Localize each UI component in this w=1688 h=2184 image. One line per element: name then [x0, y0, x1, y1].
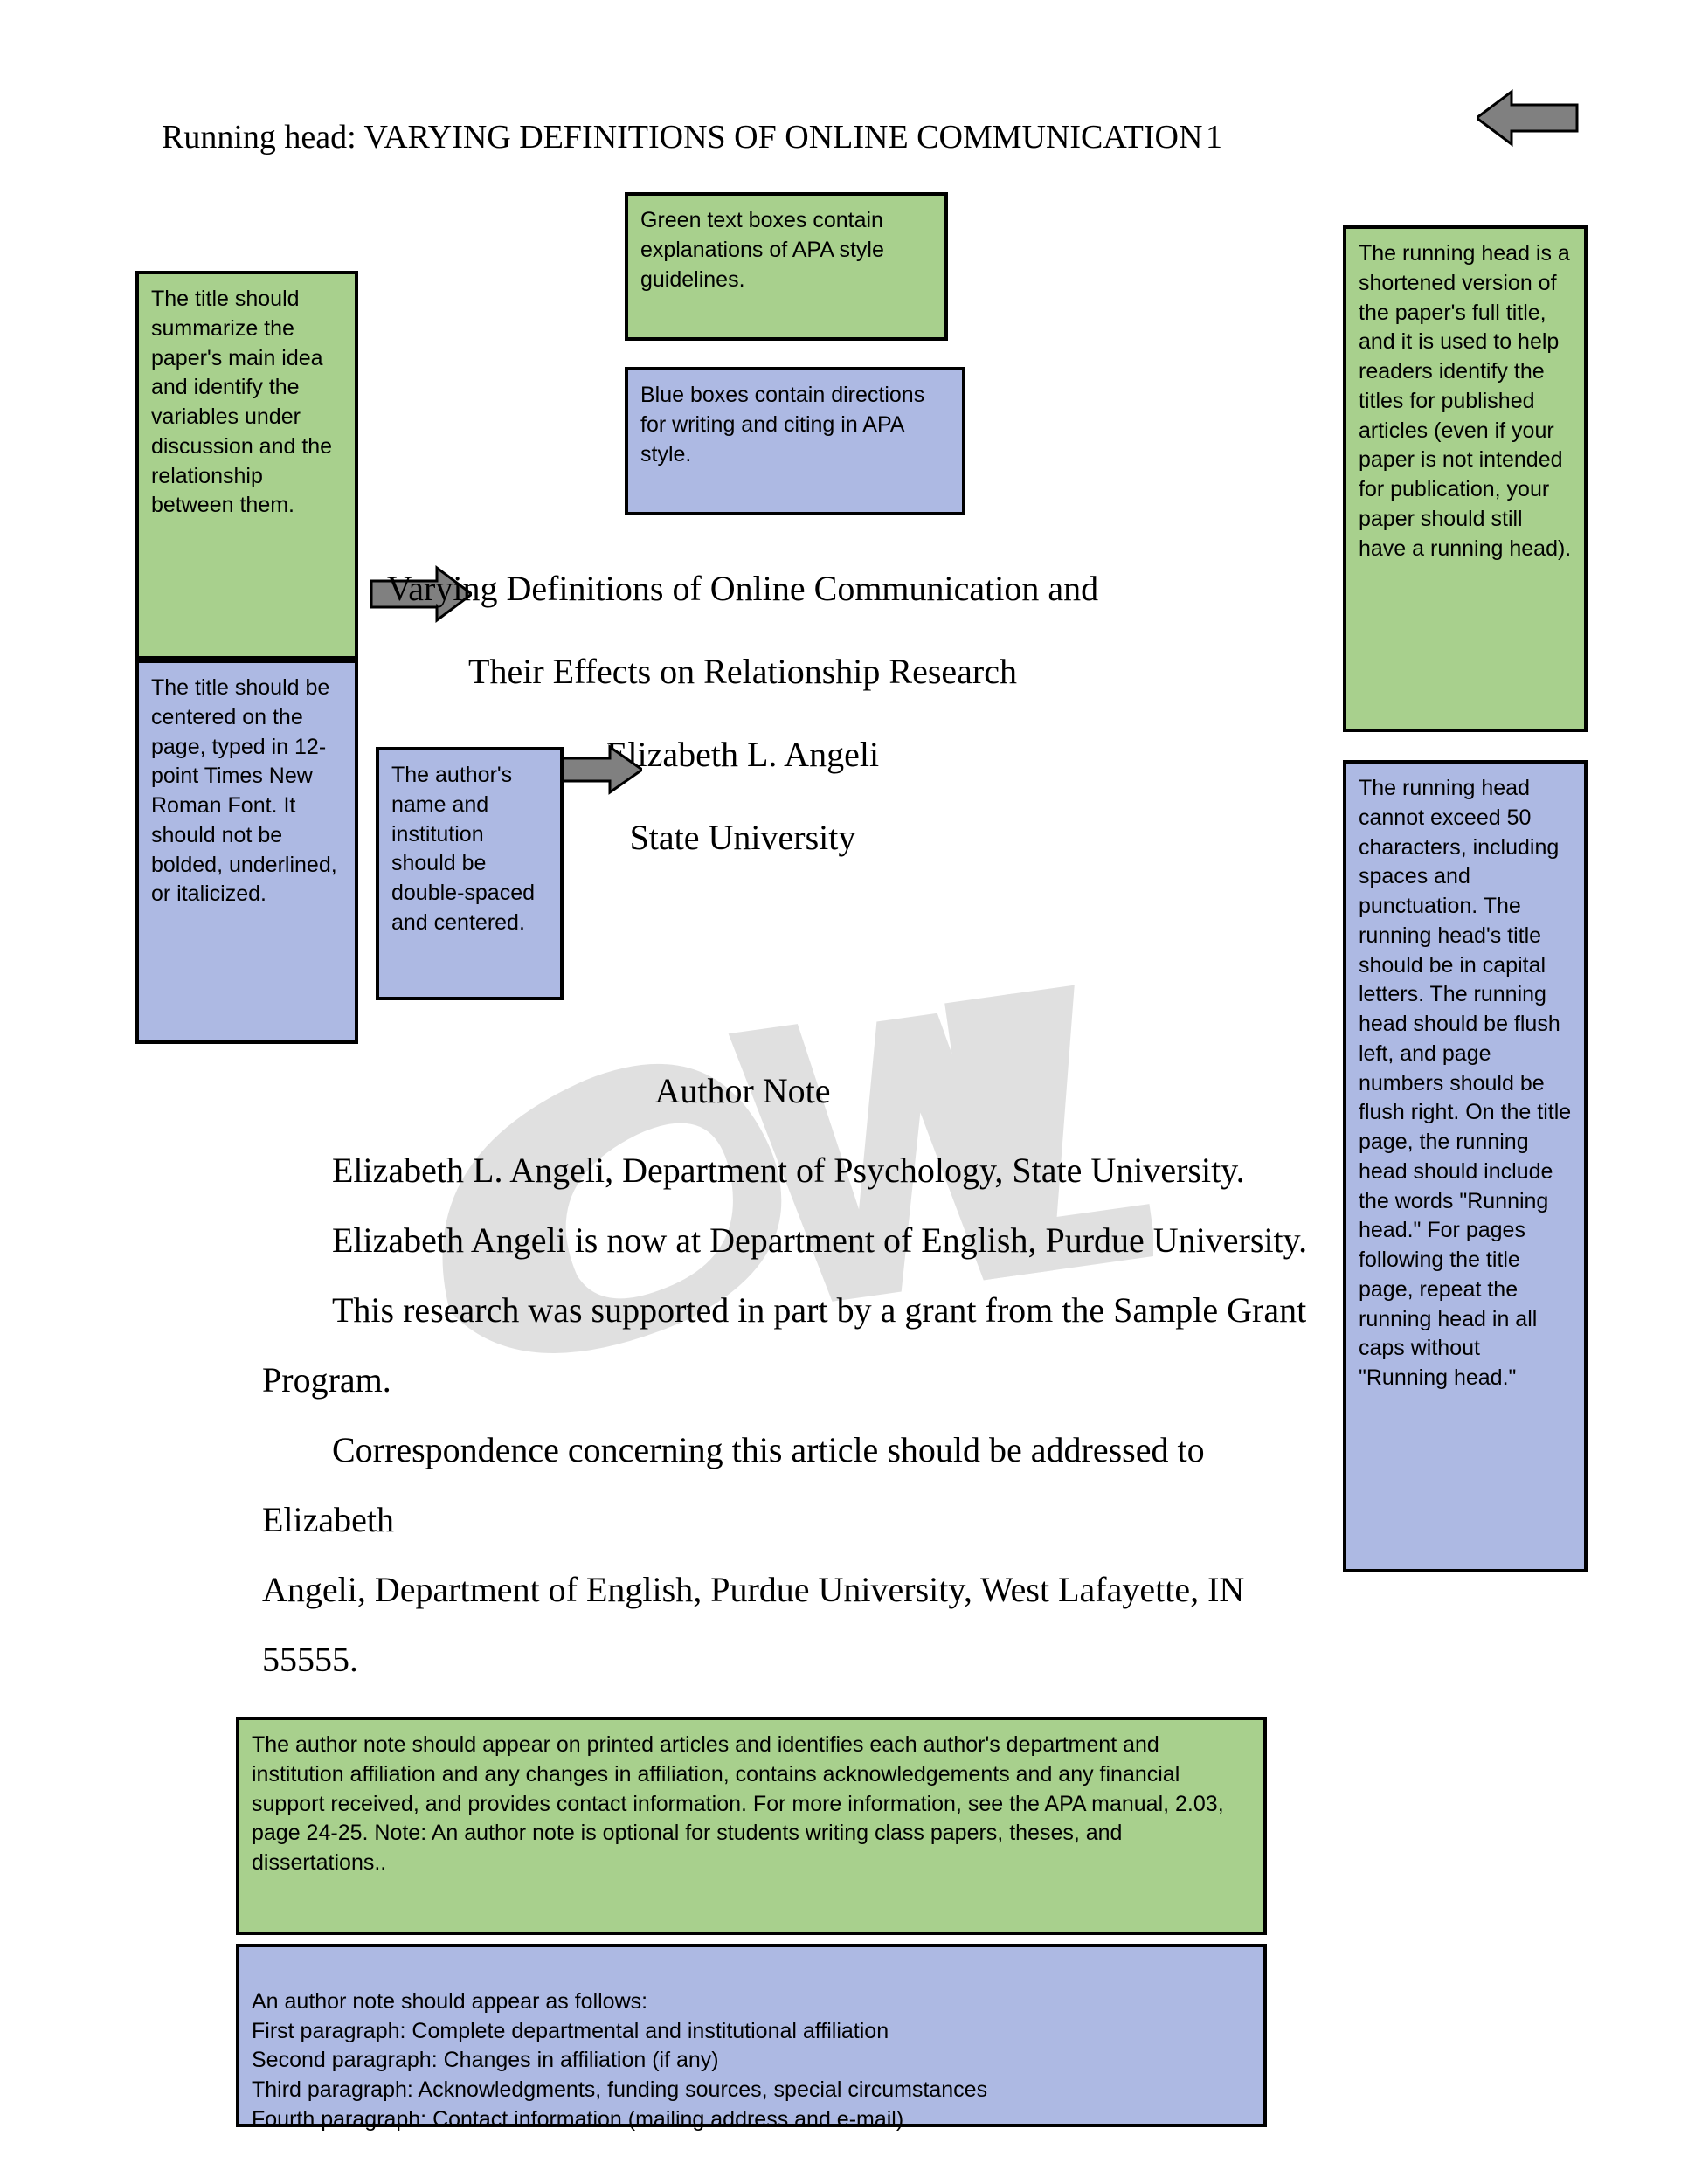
- page-number: 1: [1206, 118, 1222, 156]
- page-container: Running head: VARYING DEFINITIONS OF ONL…: [0, 0, 1688, 2184]
- box-author-note-green: The author note should appear on printed…: [236, 1717, 1267, 1935]
- running-head-title: VARYING DEFINITIONS OF ONLINE COMMUNICAT…: [364, 119, 1203, 156]
- box-title-green-text: The title should summarize the paper's m…: [151, 287, 332, 517]
- box-author-blue: The author's name and institution should…: [376, 747, 564, 1000]
- arrow-right-author-icon: [550, 743, 642, 797]
- box-rh-blue: The running head cannot exceed 50 charac…: [1343, 760, 1588, 1572]
- box-author-blue-text: The author's name and institution should…: [391, 763, 535, 935]
- note-p1: Elizabeth L. Angeli, Department of Psych…: [262, 1136, 1311, 1206]
- box-author-note-blue-text: An author note should appear as follows:…: [252, 1989, 987, 2132]
- paper-title-line1: Varying Definitions of Online Communicat…: [262, 568, 1223, 609]
- box-author-note-green-text: The author note should appear on printed…: [252, 1732, 1224, 1875]
- note-p4b: Angeli, Department of English, Purdue Un…: [262, 1555, 1311, 1695]
- arrow-left-icon: [1477, 87, 1581, 149]
- author-note-heading: Author Note: [262, 1070, 1223, 1111]
- box-blue-explain-text: Blue boxes contain directions for writin…: [640, 383, 924, 467]
- box-author-note-blue: An author note should appear as follows:…: [236, 1944, 1267, 2127]
- box-rh-blue-text: The running head cannot exceed 50 charac…: [1359, 776, 1571, 1390]
- paper-author-text: Elizabeth L. Angeli: [606, 735, 879, 774]
- paper-title-line1-text: Varying Definitions of Online Communicat…: [387, 569, 1098, 608]
- running-head-prefix-text: Running head:: [162, 119, 356, 156]
- note-p3b: Program.: [262, 1345, 1311, 1415]
- author-note-body: Elizabeth L. Angeli, Department of Psych…: [262, 1136, 1311, 1765]
- box-blue-explain: Blue boxes contain directions for writin…: [625, 367, 965, 515]
- box-rh-green: The running head is a shortened version …: [1343, 225, 1588, 732]
- note-p3a: This research was supported in part by a…: [262, 1275, 1311, 1345]
- box-green-explain: Green text boxes contain explanations of…: [625, 192, 948, 341]
- author-note-heading-text: Author Note: [654, 1071, 830, 1110]
- paper-title-line2-text: Their Effects on Relationship Research: [468, 652, 1017, 691]
- box-rh-green-text: The running head is a shortened version …: [1359, 241, 1571, 561]
- paper-institution-text: State University: [630, 818, 856, 857]
- paper-title-line2: Their Effects on Relationship Research: [262, 651, 1223, 692]
- box-title-blue-text: The title should be centered on the page…: [151, 675, 337, 906]
- box-green-explain-text: Green text boxes contain explanations of…: [640, 208, 884, 292]
- note-p4a: Correspondence concerning this article s…: [262, 1415, 1311, 1555]
- running-head-prefix: Running head: VARYING DEFINITIONS OF ONL…: [162, 118, 1202, 156]
- note-p2: Elizabeth Angeli is now at Department of…: [262, 1206, 1311, 1275]
